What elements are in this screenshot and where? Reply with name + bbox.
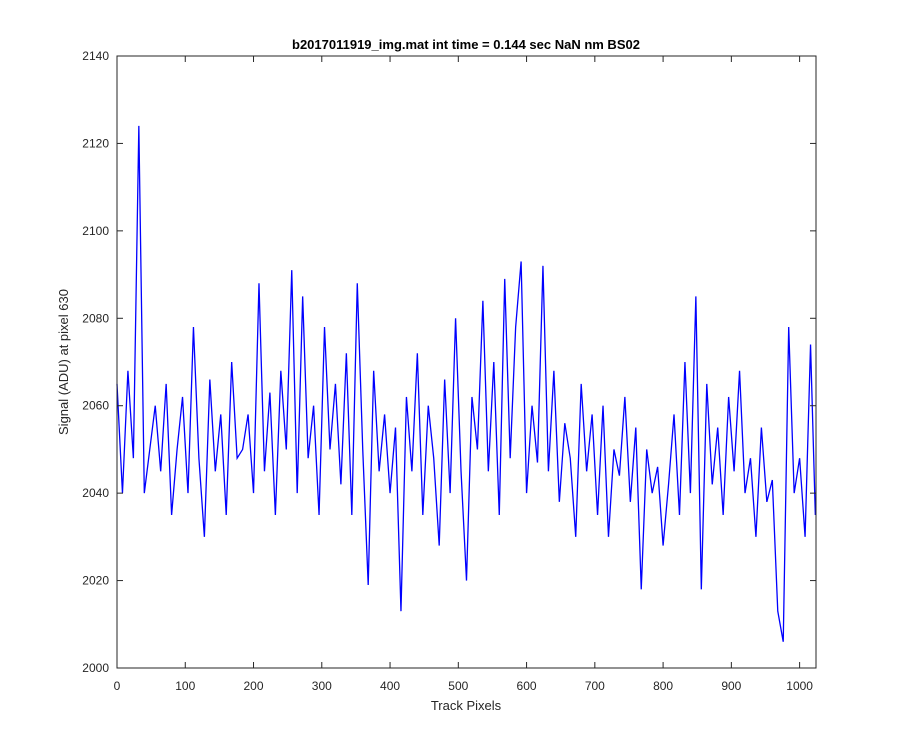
y-axis-label: Signal (ADU) at pixel 630 <box>56 289 71 435</box>
x-tick-label: 1000 <box>786 679 813 693</box>
x-tick-label: 300 <box>312 679 332 693</box>
y-tick-label: 2140 <box>82 49 109 63</box>
y-tick-label: 2120 <box>82 136 109 150</box>
y-tick-label: 2080 <box>82 311 109 325</box>
x-tick-label: 700 <box>585 679 605 693</box>
x-axis-label: Track Pixels <box>431 698 502 713</box>
series-line <box>116 125 816 642</box>
x-tick-label: 400 <box>380 679 400 693</box>
y-tick-label: 2060 <box>82 399 109 413</box>
x-tick-label: 800 <box>653 679 673 693</box>
x-tick-label: 600 <box>517 679 537 693</box>
x-tick-label: 900 <box>721 679 741 693</box>
x-axis: 0 100 200 300 400 500 600 700 800 900 1000 <box>114 56 813 693</box>
y-tick-label: 2000 <box>82 661 109 675</box>
x-tick-label: 0 <box>114 679 121 693</box>
x-tick-label: 200 <box>244 679 264 693</box>
y-axis: 2000 2020 2040 2060 2080 2100 2120 2140 <box>82 49 816 675</box>
y-tick-label: 2100 <box>82 224 109 238</box>
x-tick-label: 100 <box>175 679 195 693</box>
series-layer <box>116 125 816 642</box>
x-tick-label: 500 <box>448 679 468 693</box>
chart-title: b2017011919_img.mat int time = 0.144 sec… <box>292 37 640 52</box>
axes-box <box>116 55 817 669</box>
y-tick-label: 2020 <box>82 574 109 588</box>
y-tick-label: 2040 <box>82 486 109 500</box>
